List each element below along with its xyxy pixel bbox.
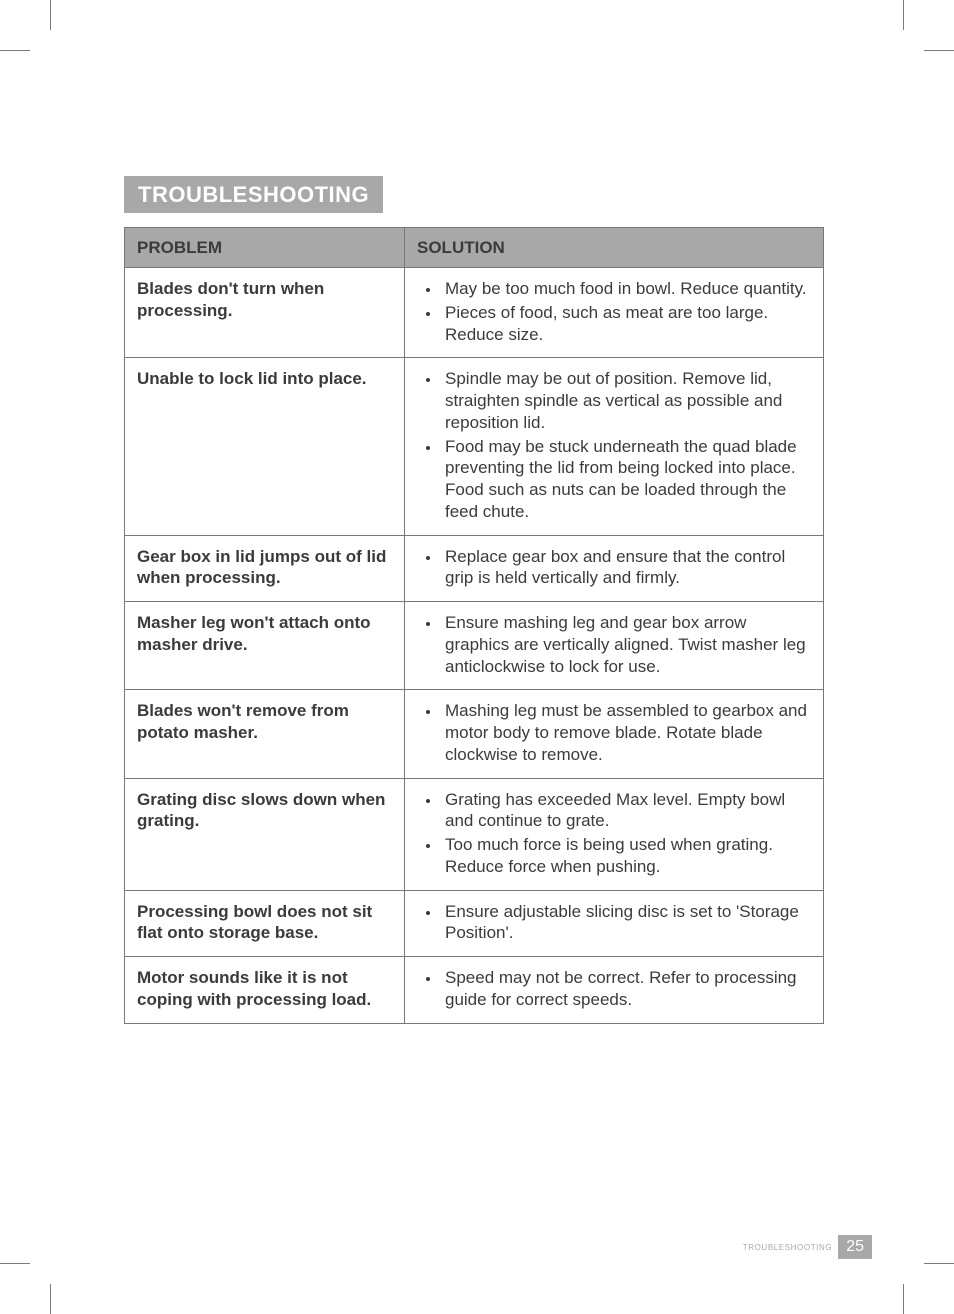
solution-item: Replace gear box and ensure that the con… xyxy=(441,546,811,590)
table-row: Grating disc slows down when grating. Gra… xyxy=(125,778,824,890)
solution-list: Speed may not be correct. Refer to proce… xyxy=(417,967,811,1011)
problem-text: Grating disc slows down when grating. xyxy=(137,790,385,831)
solution-cell: Spindle may be out of position. Remove l… xyxy=(405,358,824,535)
solution-list: Mashing leg must be assembled to gearbox… xyxy=(417,700,811,765)
table-row: Processing bowl does not sit flat onto s… xyxy=(125,890,824,957)
problem-cell: Processing bowl does not sit flat onto s… xyxy=(125,890,405,957)
footer-section-label: TROUBLESHOOTING xyxy=(743,1243,832,1252)
page-footer: TROUBLESHOOTING 25 xyxy=(743,1235,872,1259)
solution-list: Ensure mashing leg and gear box arrow gr… xyxy=(417,612,811,677)
table-row: Motor sounds like it is not coping with … xyxy=(125,957,824,1024)
solution-item: Grating has exceeded Max level. Empty bo… xyxy=(441,789,811,833)
solution-item: May be too much food in bowl. Reduce qua… xyxy=(441,278,811,300)
solution-list: Ensure adjustable slicing disc is set to… xyxy=(417,901,811,945)
crop-mark xyxy=(50,1284,51,1314)
crop-mark xyxy=(903,1284,904,1314)
crop-mark xyxy=(0,50,30,51)
problem-text: Unable to lock lid into place. xyxy=(137,369,367,388)
solution-item: Pieces of food, such as meat are too lar… xyxy=(441,302,811,346)
solution-item: Spindle may be out of position. Remove l… xyxy=(441,368,811,433)
solution-cell: Ensure mashing leg and gear box arrow gr… xyxy=(405,602,824,690)
table-row: Gear box in lid jumps out of lid when pr… xyxy=(125,535,824,602)
footer-page-number: 25 xyxy=(838,1235,872,1259)
solution-cell: Grating has exceeded Max level. Empty bo… xyxy=(405,778,824,890)
crop-mark xyxy=(0,1263,30,1264)
col-header-problem: PROBLEM xyxy=(125,228,405,268)
problem-text: Gear box in lid jumps out of lid when pr… xyxy=(137,547,386,588)
solution-list: Spindle may be out of position. Remove l… xyxy=(417,368,811,522)
troubleshooting-table: PROBLEM SOLUTION Blades don't turn when … xyxy=(124,227,824,1024)
table-row: Blades won't remove from potato masher. M… xyxy=(125,690,824,778)
problem-text: Blades don't turn when processing. xyxy=(137,279,324,320)
problem-cell: Motor sounds like it is not coping with … xyxy=(125,957,405,1024)
problem-text: Masher leg won't attach onto masher driv… xyxy=(137,613,371,654)
section-title: TROUBLESHOOTING xyxy=(124,176,383,213)
solution-item: Food may be stuck underneath the quad bl… xyxy=(441,436,811,523)
solution-item: Ensure mashing leg and gear box arrow gr… xyxy=(441,612,811,677)
crop-mark xyxy=(924,1263,954,1264)
crop-mark xyxy=(50,0,51,30)
crop-mark xyxy=(924,50,954,51)
problem-text: Processing bowl does not sit flat onto s… xyxy=(137,902,372,943)
table-row: Unable to lock lid into place. Spindle ma… xyxy=(125,358,824,535)
solution-cell: Replace gear box and ensure that the con… xyxy=(405,535,824,602)
crop-mark xyxy=(903,0,904,30)
table-header-row: PROBLEM SOLUTION xyxy=(125,228,824,268)
solution-cell: Ensure adjustable slicing disc is set to… xyxy=(405,890,824,957)
problem-cell: Masher leg won't attach onto masher driv… xyxy=(125,602,405,690)
problem-cell: Unable to lock lid into place. xyxy=(125,358,405,535)
solution-list: May be too much food in bowl. Reduce qua… xyxy=(417,278,811,345)
solution-cell: Mashing leg must be assembled to gearbox… xyxy=(405,690,824,778)
problem-cell: Blades won't remove from potato masher. xyxy=(125,690,405,778)
solution-list: Grating has exceeded Max level. Empty bo… xyxy=(417,789,811,878)
col-header-solution: SOLUTION xyxy=(405,228,824,268)
table-row: Blades don't turn when processing. May be… xyxy=(125,268,824,358)
problem-cell: Grating disc slows down when grating. xyxy=(125,778,405,890)
problem-cell: Blades don't turn when processing. xyxy=(125,268,405,358)
solution-list: Replace gear box and ensure that the con… xyxy=(417,546,811,590)
solution-item: Mashing leg must be assembled to gearbox… xyxy=(441,700,811,765)
table-row: Masher leg won't attach onto masher driv… xyxy=(125,602,824,690)
problem-text: Blades won't remove from potato masher. xyxy=(137,701,349,742)
solution-item: Speed may not be correct. Refer to proce… xyxy=(441,967,811,1011)
solution-cell: Speed may not be correct. Refer to proce… xyxy=(405,957,824,1024)
problem-cell: Gear box in lid jumps out of lid when pr… xyxy=(125,535,405,602)
solution-cell: May be too much food in bowl. Reduce qua… xyxy=(405,268,824,358)
solution-item: Too much force is being used when gratin… xyxy=(441,834,811,878)
page-content: TROUBLESHOOTING PROBLEM SOLUTION Blades … xyxy=(50,50,904,1264)
problem-text: Motor sounds like it is not coping with … xyxy=(137,968,371,1009)
solution-item: Ensure adjustable slicing disc is set to… xyxy=(441,901,811,945)
